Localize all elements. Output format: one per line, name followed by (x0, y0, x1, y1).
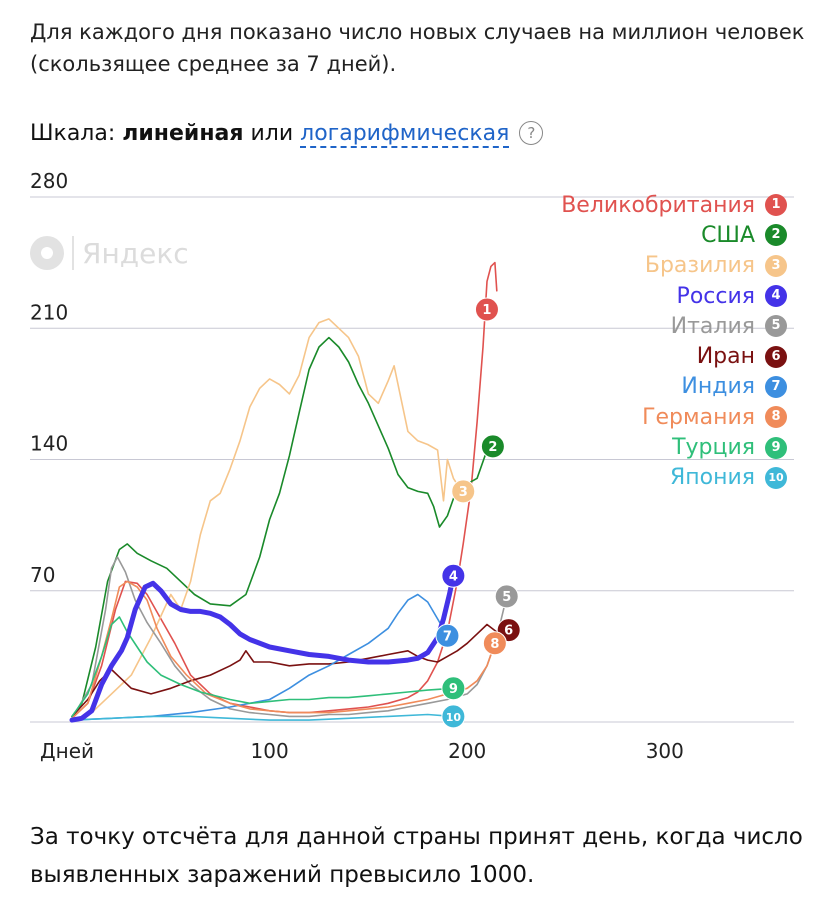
legend-label: Россия (676, 283, 755, 309)
series-end-label: 9 (449, 682, 458, 697)
legend-item[interactable]: Япония 10 (561, 463, 787, 493)
series-end-label: 2 (488, 440, 497, 455)
chart-legend: Великобритания 1 США 2 Бразилия 3 Россия 4 Итали… (561, 190, 787, 493)
y-tick-label: 140 (30, 432, 68, 456)
legend-item[interactable]: Турция 9 (561, 432, 787, 462)
legend-label: Бразилия (644, 253, 755, 279)
legend-item[interactable]: Россия 4 (561, 281, 787, 311)
legend-item[interactable]: Бразилия 3 (561, 251, 787, 281)
x-tick-label: 300 (646, 739, 684, 763)
yandex-logo-icon (30, 236, 64, 270)
series-end-label: 1 (482, 303, 491, 318)
series-end-marker (441, 704, 466, 729)
legend-label: Германия (642, 404, 755, 430)
series-end-label: 5 (502, 590, 511, 605)
series-end-label: 4 (449, 569, 458, 584)
legend-badge: 10 (765, 466, 787, 489)
legend-item[interactable]: Индия 7 (561, 372, 787, 402)
x-tick-label: 100 (251, 739, 289, 763)
legend-badge: 9 (765, 436, 787, 459)
legend-label: Великобритания (561, 192, 755, 218)
legend-badge: 2 (765, 224, 787, 247)
series-end-marker (435, 623, 460, 648)
series-end-marker (451, 479, 476, 504)
legend-label: Италия (670, 313, 755, 339)
series-end-label: 7 (443, 629, 452, 644)
series-line (71, 623, 510, 718)
series-line (71, 318, 464, 721)
legend-item[interactable]: Германия 8 (561, 402, 787, 432)
legend-label: Турция (672, 435, 755, 461)
y-tick-label: 210 (30, 300, 68, 324)
legend-item[interactable]: США 2 (561, 220, 787, 250)
legend-badge: 5 (765, 315, 787, 338)
series-end-marker (441, 676, 466, 701)
series-end-label: 6 (504, 624, 513, 639)
series-end-marker (494, 584, 519, 609)
intro-text: Для каждого дня показано число новых слу… (30, 20, 805, 76)
watermark-divider (72, 236, 74, 270)
legend-badge: 4 (765, 285, 787, 308)
x-axis-label: Дней (40, 739, 94, 763)
scale-or-text: или (243, 121, 301, 146)
series-end-marker (480, 434, 505, 459)
scale-linear-option[interactable]: линейная (122, 121, 244, 146)
series-line (71, 616, 455, 718)
series-end-label: 8 (490, 637, 499, 652)
y-tick-label: 70 (30, 563, 55, 587)
scale-log-option[interactable]: логарифмическая (300, 121, 510, 148)
series-line (69, 573, 456, 723)
legend-badge: 1 (765, 194, 787, 217)
legend-item[interactable]: Италия 5 (561, 311, 787, 341)
legend-item[interactable]: Великобритания 1 (561, 190, 787, 220)
series-line (71, 593, 449, 721)
legend-badge: 3 (765, 254, 787, 277)
footer-text: За точку отсчёта для данной страны приня… (30, 824, 803, 888)
series-line (71, 713, 455, 721)
help-icon[interactable]: ? (519, 121, 544, 145)
legend-item[interactable]: Иран 6 (561, 341, 787, 371)
series-end-label: 10 (446, 711, 462, 724)
series-end-marker (474, 297, 499, 322)
legend-label: Индия (681, 374, 755, 400)
scale-label: Шкала: (30, 121, 123, 146)
y-tick-label: 280 (30, 170, 68, 193)
series-end-label: 3 (459, 485, 468, 500)
legend-badge: 6 (765, 345, 787, 368)
legend-label: США (701, 222, 755, 248)
watermark: Яндекс (30, 236, 189, 270)
legend-badge: 8 (765, 406, 787, 429)
series-line (71, 580, 496, 720)
series-end-marker (482, 631, 507, 656)
legend-label: Япония (669, 465, 755, 491)
scale-selector: Шкала: линейная или логарифмическая? (30, 118, 544, 150)
legend-label: Иран (696, 344, 755, 370)
series-end-marker (441, 563, 466, 588)
legend-badge: 7 (765, 375, 787, 398)
x-tick-label: 200 (448, 739, 486, 763)
watermark-text: Яндекс (82, 236, 189, 270)
series-line (71, 336, 494, 718)
